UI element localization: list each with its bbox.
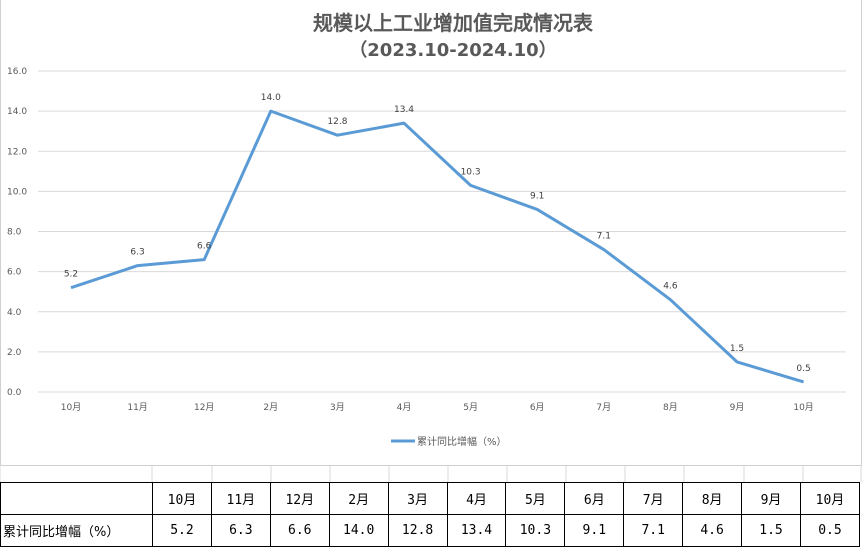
table-row: 累计同比增幅（%） 5.2 6.3 6.6 14.0 12.8 13.4 10.3 9.1 7.1… [0,514,861,547]
x-tick-label: 11月 [127,402,147,413]
table-header-cell: 6月 [564,482,625,515]
x-tick-label: 12月 [194,402,214,413]
line-chart: 规模以上工业增加值完成情况表 （2023.10-2024.10） 0.0 2.0 4… [0,0,862,466]
data-label: 14.0 [261,93,281,103]
table-value-cell: 6.3 [210,514,271,547]
y-tick-label: 6.0 [7,268,22,278]
table-header-cell: 10月 [799,482,861,515]
table-value-cell: 10.3 [505,514,566,547]
table-header-cell: 5月 [505,482,566,515]
data-label: 5.2 [64,270,78,280]
legend-label: 累计同比增幅（%） [417,435,507,448]
chart-subtitle: （2023.10-2024.10） [349,40,556,61]
chart-svg: 规模以上工业增加值完成情况表 （2023.10-2024.10） 0.0 2.0 4… [7,11,846,448]
table-value-cell: 12.8 [387,514,448,547]
x-tick-label: 10月 [793,402,813,413]
x-tick-label: 5月 [463,402,478,413]
table-value-cell: 9.1 [564,514,625,547]
table-header-cell: 3月 [387,482,448,515]
data-table: 10月 11月 12月 2月 3月 4月 5月 6月 7月 8月 9月 10月 累计同比增幅（%） 5.… [0,482,861,547]
x-tick-label: 7月 [596,402,611,413]
table-header-cell: 10月 [152,482,212,515]
chart-title: 规模以上工业增加值完成情况表 [313,11,594,35]
data-label: 6.6 [197,242,212,252]
y-tick-label: 4.0 [7,308,22,318]
data-label: 7.1 [597,232,611,242]
x-tick-label: 6月 [530,402,545,413]
data-label: 12.8 [327,117,347,127]
table-row-label: 累计同比增幅（%） [0,514,153,547]
table-corner-cell [0,482,153,515]
table-header-cell: 11月 [210,482,271,515]
y-tick-label: 16.0 [7,67,27,77]
table-header-cell: 2月 [328,482,389,515]
y-tick-label: 12.0 [7,147,27,157]
table-header-cell: 8月 [682,482,743,515]
y-tick-label: 0.0 [7,388,22,398]
sheet-grid-row [0,466,862,482]
table-value-cell: 0.5 [799,514,861,547]
data-label: 4.6 [663,282,678,292]
x-tick-label: 2月 [263,402,278,413]
x-tick-label: 3月 [330,402,345,413]
x-tick-label: 8月 [663,402,678,413]
table-value-cell: 5.2 [152,514,212,547]
table-header-row: 10月 11月 12月 2月 3月 4月 5月 6月 7月 8月 9月 10月 [0,482,861,515]
y-tick-label: 10.0 [7,187,27,197]
table-header-cell: 4月 [446,482,507,515]
table-value-cell: 1.5 [741,514,801,547]
data-label: 10.3 [461,167,481,177]
data-label: 9.1 [530,191,544,201]
data-label: 13.4 [394,105,414,115]
y-tick-label: 2.0 [7,348,22,358]
table-value-cell: 13.4 [446,514,507,547]
data-label: 6.3 [130,248,144,258]
table-value-cell: 14.0 [328,514,389,547]
y-tick-label: 14.0 [7,107,27,117]
table-header-cell: 7月 [623,482,684,515]
table-header-cell: 9月 [741,482,801,515]
table-value-cell: 4.6 [682,514,743,547]
table-value-cell: 7.1 [623,514,684,547]
series-line [70,109,805,384]
data-label: 0.5 [796,364,810,374]
y-tick-label: 8.0 [7,228,22,238]
x-tick-label: 4月 [397,402,412,413]
data-label: 1.5 [730,344,744,354]
x-tick-label: 9月 [730,402,745,413]
x-tick-label: 10月 [61,402,81,413]
table-value-cell: 6.6 [269,514,330,547]
table-header-cell: 12月 [269,482,330,515]
